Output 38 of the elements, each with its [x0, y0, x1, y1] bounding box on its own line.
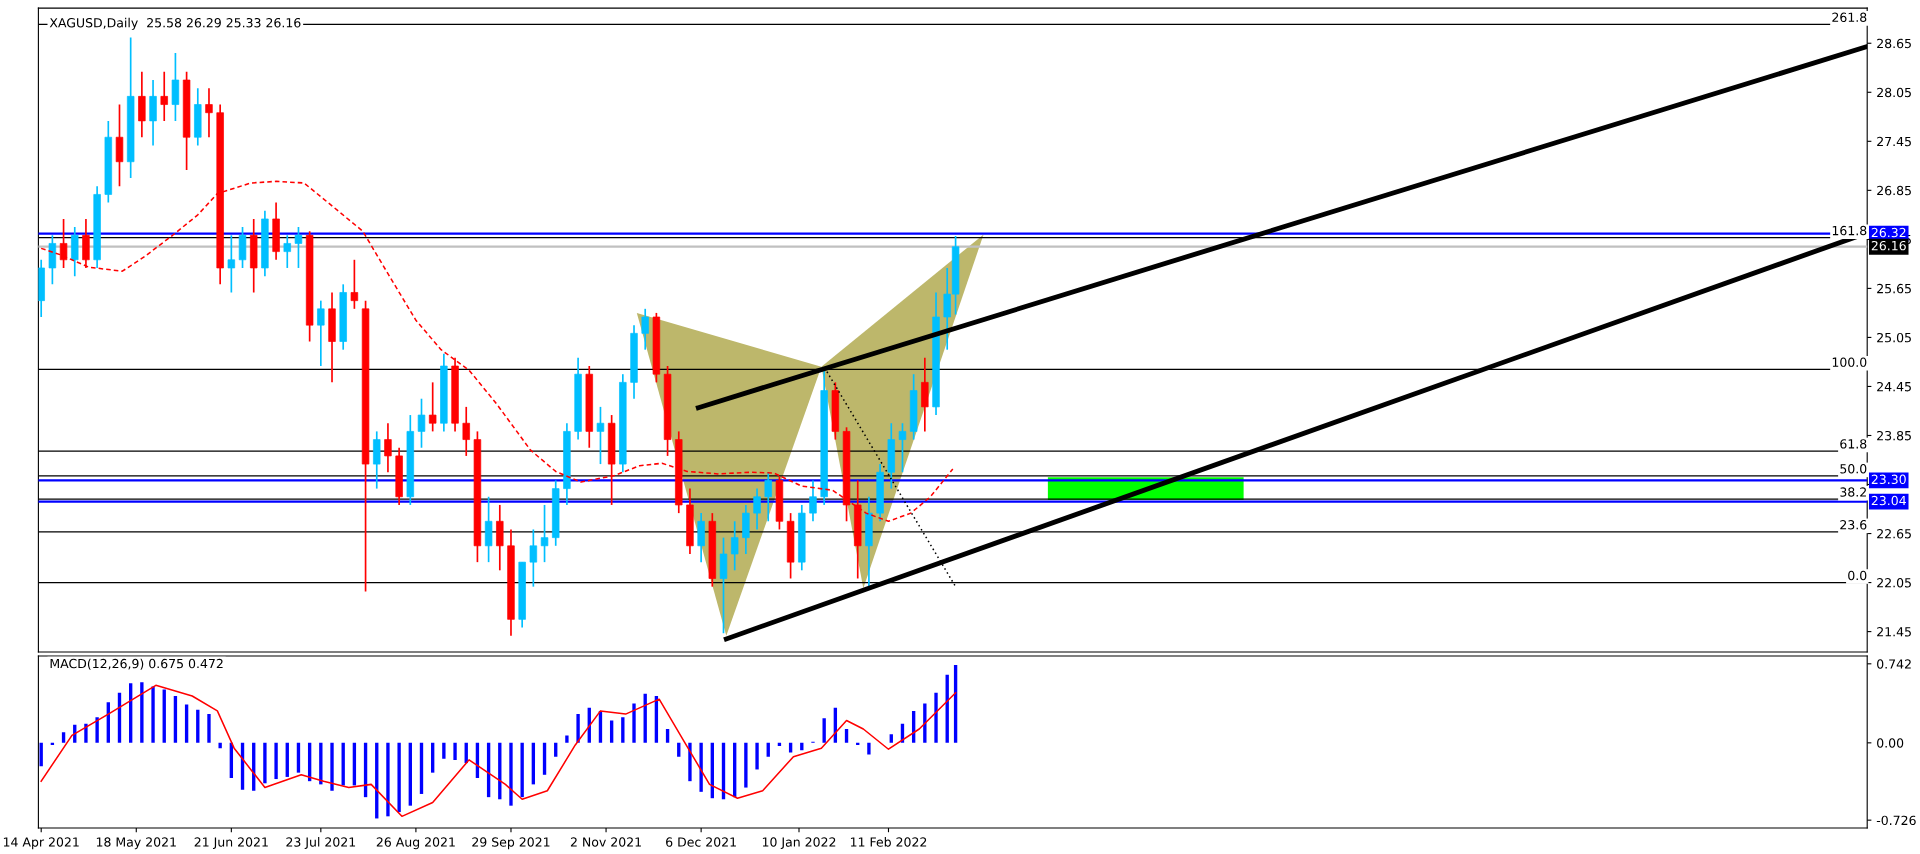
y-tick-label: 24.45: [1877, 381, 1911, 392]
y-tick-label: 26.85: [1877, 185, 1911, 196]
x-tick-label: 2 Nov 2021: [570, 837, 641, 847]
annotation: 50.0: [1840, 464, 1867, 474]
y-tick-label: 28.65: [1877, 38, 1911, 49]
y-tick-label: 28.05: [1877, 87, 1911, 98]
x-tick-label: 11 Feb 2022: [850, 837, 927, 847]
y-tick-label: 22.65: [1877, 529, 1911, 539]
ref-line-label: 23.04: [1871, 495, 1906, 506]
x-tick-label: 14 Apr 2021: [3, 837, 79, 850]
x-tick-label: 29 Sep 2021: [472, 837, 550, 850]
ref-line-label: 26.32: [1871, 227, 1906, 238]
y-tick-label: 0.00: [1877, 738, 1904, 748]
y-tick-label: 0.742: [1877, 659, 1911, 669]
y-tick-label: 25.65: [1877, 283, 1911, 294]
annotation: 100.0: [1832, 357, 1867, 367]
y-tick-label: 23.85: [1877, 430, 1911, 441]
annotation: 261.8: [1832, 12, 1867, 23]
ref-line-label: 23.30: [1871, 474, 1906, 485]
x-tick-label: 21 Jun 2021: [194, 837, 268, 850]
x-tick-label: 23 Jul 2021: [286, 837, 356, 850]
y-tick-label: 25.05: [1877, 332, 1911, 343]
x-tick-label: 26 Aug 2021: [376, 837, 455, 850]
x-tick-label: 18 May 2021: [96, 837, 176, 850]
y-tick-label: 21.45: [1877, 627, 1911, 637]
annotation: 0.0: [1848, 570, 1867, 581]
y-tick-label: -0.726: [1876, 815, 1916, 826]
annotation: 23.6: [1840, 520, 1867, 530]
text: XAGUSD,Daily 25.58 26.29 25.33 26.16: [49, 17, 301, 30]
x-tick-label: 6 Dec 2021: [666, 837, 736, 847]
annotation: 38.2: [1840, 487, 1866, 497]
y-tick-label: 27.45: [1877, 136, 1911, 147]
y-tick-label: 22.05: [1877, 578, 1911, 588]
ref-line-label: 26.16: [1871, 240, 1906, 251]
annotation: 61.8: [1840, 439, 1867, 449]
annotation: 161.8: [1832, 225, 1867, 236]
chart-title: MACD(12,26,9) 0.675 0.472: [50, 658, 223, 670]
x-tick-label: 10 Jan 2022: [762, 837, 836, 850]
